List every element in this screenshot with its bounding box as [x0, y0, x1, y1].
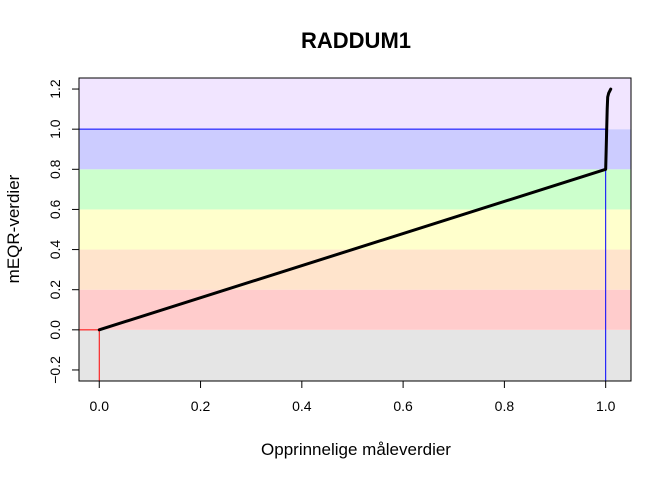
background-bands	[79, 78, 631, 381]
y-tick-label-4: 0.6	[47, 199, 63, 219]
x-axis-label: Opprinnelige måleverdier	[261, 440, 451, 459]
reference-lines	[79, 128, 607, 381]
x-tick-label-5: 1.0	[596, 398, 616, 414]
series-line-0	[97, 87, 613, 332]
y-tick-label-0: −0.2	[47, 356, 63, 384]
x-tick-label-4: 0.8	[495, 398, 515, 414]
y-axis: −0.2 0.0 0.2 0.4 0.6 0.8 1.0 1.2	[47, 79, 80, 384]
band-0	[79, 329, 631, 381]
x-tick-label-2: 0.4	[292, 398, 312, 414]
y-tick-label-5: 0.8	[47, 159, 63, 179]
band-4	[79, 169, 631, 210]
band-6	[79, 78, 631, 130]
band-5	[79, 129, 631, 170]
x-tick-label-1: 0.2	[191, 398, 211, 414]
y-tick-label-3: 0.4	[47, 240, 63, 260]
y-tick-label-1: 0.0	[47, 320, 63, 340]
x-tick-label-3: 0.6	[393, 398, 413, 414]
band-3	[79, 209, 631, 250]
y-tick-label-6: 1.0	[47, 119, 63, 139]
y-tick-label-2: 0.2	[47, 280, 63, 300]
band-2	[79, 249, 631, 290]
x-tick-label-0: 0.0	[90, 398, 110, 414]
y-axis-label: mEQR-verdier	[4, 174, 23, 283]
y-tick-label-7: 1.2	[47, 79, 63, 99]
x-axis: 0.0 0.2 0.4 0.6 0.8 1.0	[90, 380, 616, 414]
chart-title: RADDUM1	[301, 28, 411, 53]
series-group	[97, 87, 613, 332]
band-1	[79, 289, 631, 330]
